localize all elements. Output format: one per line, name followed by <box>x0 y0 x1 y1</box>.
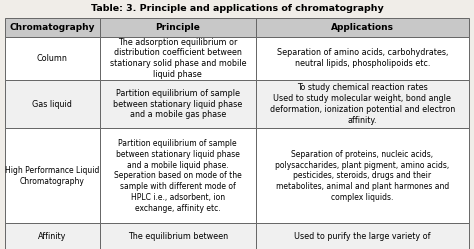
Bar <box>100 128 255 223</box>
Bar <box>5 37 100 80</box>
Text: Applications: Applications <box>331 23 394 32</box>
Text: High Performance Liquid
Chromatography: High Performance Liquid Chromatography <box>5 166 100 186</box>
Text: Affinity: Affinity <box>38 232 66 241</box>
Bar <box>100 37 255 80</box>
Bar <box>5 80 100 128</box>
Text: Partition equilibrium of sample
between stationary liquid phase
and a mobile liq: Partition equilibrium of sample between … <box>114 139 242 213</box>
Bar <box>100 18 255 37</box>
Bar <box>5 128 100 223</box>
Bar <box>100 80 255 128</box>
Bar <box>5 223 100 249</box>
Text: Chromatography: Chromatography <box>9 23 95 32</box>
Text: The equilibrium between: The equilibrium between <box>128 232 228 241</box>
Text: Separation of proteins, nucleic acids,
polysaccharides, plant pigment, amino aci: Separation of proteins, nucleic acids, p… <box>275 150 449 202</box>
Bar <box>255 18 469 37</box>
Text: Principle: Principle <box>155 23 200 32</box>
Text: Table: 3. Principle and applications of chromatography: Table: 3. Principle and applications of … <box>91 3 383 12</box>
Text: Separation of amino acids, carbohydrates,
neutral lipids, phospholipoids etc.: Separation of amino acids, carbohydrates… <box>277 48 448 68</box>
Bar <box>255 37 469 80</box>
Bar <box>255 80 469 128</box>
Text: The adsorption equilibrium or
distribution coefficient between
stationary solid : The adsorption equilibrium or distributi… <box>109 38 246 79</box>
Text: To study chemical reaction rates
Used to study molecular weight, bond angle
defo: To study chemical reaction rates Used to… <box>270 83 455 125</box>
Bar <box>5 18 100 37</box>
Bar <box>255 128 469 223</box>
Text: Column: Column <box>37 54 68 63</box>
Bar <box>255 223 469 249</box>
Bar <box>100 223 255 249</box>
Text: Partition equilibrium of sample
between stationary liquid phase
and a mobile gas: Partition equilibrium of sample between … <box>113 89 242 119</box>
Text: Used to purify the large variety of: Used to purify the large variety of <box>294 232 431 241</box>
Text: Gas liquid: Gas liquid <box>32 100 73 109</box>
